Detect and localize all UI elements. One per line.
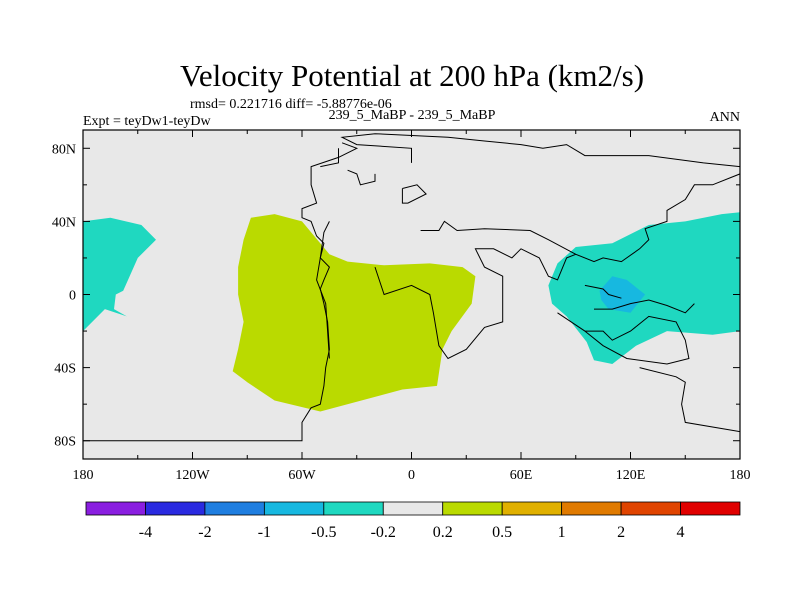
coastline-11 — [639, 367, 740, 433]
coastline-4 — [340, 133, 740, 168]
colorbar-label: -0.2 — [371, 524, 396, 541]
y-tick-label: 80N — [52, 142, 76, 157]
x-tick-label: 180 — [73, 468, 94, 483]
colorbar-label: -2 — [198, 524, 211, 541]
colorbar-swatch — [561, 501, 622, 516]
coastline-10 — [584, 284, 622, 299]
y-tick-label: 80S — [54, 435, 76, 450]
x-tick-label: 60E — [510, 468, 533, 483]
stats-label: rmsd= 0.221716 diff= -5.88776e-06 — [190, 97, 392, 112]
colorbar-label: -1 — [258, 524, 271, 541]
y-tick-label: 40N — [52, 215, 76, 230]
coastline-1 — [316, 221, 330, 359]
negative-anomaly-pacific-west — [83, 217, 156, 332]
colorbar-label: 2 — [617, 524, 625, 541]
colorbar-label: 4 — [677, 524, 685, 541]
right-label: ANN — [710, 110, 740, 125]
x-tick-label: 180 — [730, 468, 751, 483]
colorbar-swatch — [204, 501, 265, 516]
coastline-7 — [374, 248, 576, 360]
colorbar-swatch — [145, 501, 206, 516]
chart-title: Velocity Potential at 200 hPa (km2/s) — [180, 58, 644, 93]
colorbar-swatch — [382, 501, 444, 516]
coastline-5 — [401, 184, 427, 204]
y-tick-label: 0 — [69, 289, 76, 304]
colorbar-swatch — [85, 501, 146, 516]
colorbar-swatch — [680, 501, 741, 516]
colorbar-swatch — [620, 501, 681, 516]
colorbar-label: 1 — [558, 524, 566, 541]
colorbar-label: -0.5 — [311, 524, 336, 541]
x-tick-label: 60W — [288, 468, 316, 483]
negative-anomaly-indo-pacific — [548, 212, 740, 364]
negative-anomaly-maritime-core — [599, 276, 646, 313]
colorbar-label: -4 — [139, 524, 152, 541]
coastline-6 — [420, 173, 740, 263]
center-label: 239_5_MaBP - 239_5_MaBP — [329, 108, 496, 123]
x-tick-label: 120W — [175, 468, 210, 483]
coastline-3 — [347, 169, 376, 186]
colorbar-swatch — [442, 501, 503, 516]
coastline-8 — [557, 312, 690, 365]
y-tick-label: 40S — [54, 362, 76, 377]
x-tick-label: 0 — [408, 468, 415, 483]
colorbar-label: 0.2 — [433, 524, 453, 541]
colorbar-swatch — [323, 501, 384, 516]
coastline-0 — [83, 142, 359, 442]
coastline-9 — [594, 299, 695, 314]
coastline-2 — [320, 148, 339, 168]
colorbar-label: 0.5 — [492, 524, 512, 541]
colorbar-swatch — [263, 501, 325, 516]
x-tick-label: 120E — [616, 468, 646, 483]
colorbar-swatch — [501, 501, 563, 516]
positive-anomaly-atlantic — [232, 214, 476, 412]
left-label: Expt = teyDw1-teyDw — [83, 114, 212, 129]
